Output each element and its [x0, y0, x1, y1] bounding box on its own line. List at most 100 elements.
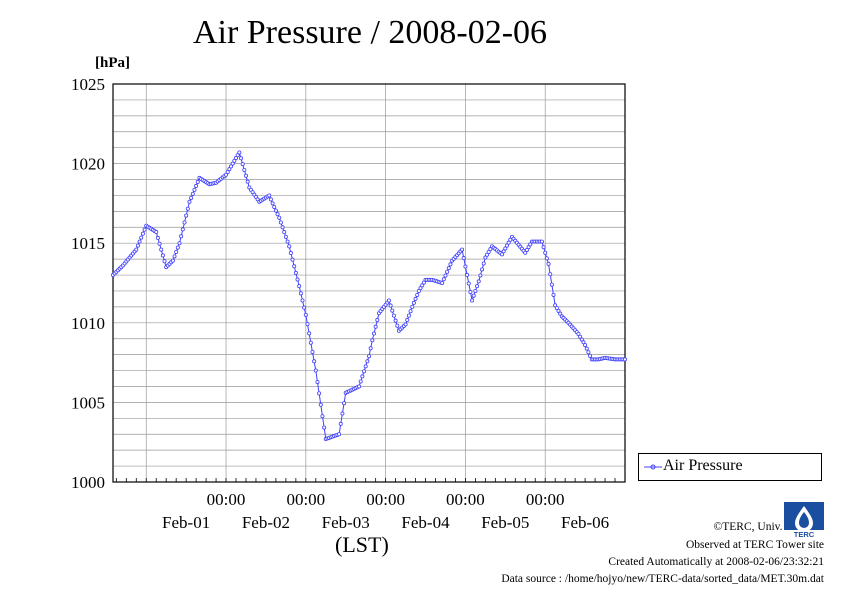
data-point — [245, 179, 250, 184]
data-point — [134, 247, 139, 252]
x-date-label: Feb-04 — [401, 513, 450, 532]
data-point — [418, 286, 423, 291]
data-point — [137, 239, 142, 244]
data-point — [556, 308, 561, 313]
data-point — [524, 247, 529, 252]
data-point — [175, 245, 180, 250]
legend: Air Pressure — [638, 453, 822, 481]
data-point — [363, 364, 368, 369]
data-point — [159, 247, 164, 252]
data-point — [139, 235, 144, 240]
data-point — [386, 298, 391, 303]
chart-title: Air Pressure / 2008-02-06 — [192, 14, 548, 51]
data-point — [280, 225, 285, 230]
y-axis-unit: [hPa] — [95, 55, 130, 71]
data-point — [446, 266, 451, 271]
data-point — [365, 359, 370, 364]
legend-marker-icon — [644, 464, 662, 470]
x-time-tick-label: 00:00 — [366, 490, 405, 509]
data-point — [470, 298, 475, 303]
data-point — [155, 235, 160, 240]
y-tick-label: 1015 — [71, 234, 105, 253]
data-point — [229, 164, 234, 169]
data-point — [192, 187, 197, 192]
data-point — [623, 357, 628, 362]
data-point — [388, 303, 393, 308]
data-point — [357, 384, 362, 389]
data-point — [445, 269, 450, 274]
data-point — [558, 311, 563, 316]
y-tick-label: 1010 — [71, 314, 105, 333]
data-point — [463, 264, 468, 269]
data-point — [338, 421, 343, 426]
data-point — [232, 158, 237, 163]
data-point — [448, 262, 453, 267]
x-date-label: Feb-05 — [481, 513, 529, 532]
data-point — [310, 349, 315, 354]
data-point — [581, 340, 586, 345]
data-point — [465, 273, 470, 278]
data-point — [554, 306, 559, 311]
data-point — [478, 273, 483, 278]
data-point — [366, 354, 371, 359]
data-point — [185, 206, 190, 211]
data-point — [160, 253, 165, 258]
data-point — [416, 288, 421, 293]
data-point — [288, 251, 293, 256]
data-point — [461, 256, 466, 261]
data-point — [406, 313, 411, 318]
x-time-tick-label: 00:00 — [526, 490, 565, 509]
data-point — [267, 193, 272, 198]
data-point — [370, 338, 375, 343]
data-point — [371, 331, 376, 336]
data-point — [184, 213, 189, 218]
data-point — [230, 161, 235, 166]
data-point — [237, 150, 242, 155]
data-point — [195, 179, 200, 184]
data-point — [440, 280, 445, 285]
data-point — [501, 249, 506, 254]
x-time-tick-label: 00:00 — [446, 490, 485, 509]
data-point — [481, 261, 486, 266]
data-point — [358, 379, 363, 384]
data-point — [135, 243, 140, 248]
terc-logo-icon: TERC — [784, 502, 824, 538]
data-point — [499, 252, 504, 257]
data-point — [290, 257, 295, 262]
data-point — [553, 303, 558, 308]
data-point — [295, 277, 300, 282]
data-point — [415, 292, 420, 297]
x-date-label: Feb-06 — [561, 513, 609, 532]
data-point — [337, 432, 342, 437]
data-point — [307, 331, 312, 336]
data-point — [305, 322, 310, 327]
data-point — [390, 308, 395, 313]
data-point — [504, 243, 509, 248]
data-point — [471, 293, 476, 298]
data-point — [403, 322, 408, 327]
data-point — [177, 241, 182, 246]
data-point — [413, 296, 418, 301]
data-point — [441, 277, 446, 282]
data-point — [410, 304, 415, 309]
data-point — [297, 284, 302, 289]
data-point — [506, 240, 511, 245]
data-point — [395, 323, 400, 328]
x-time-tick-label: 00:00 — [286, 490, 325, 509]
data-point — [225, 169, 230, 174]
data-point — [360, 374, 365, 379]
y-tick-label: 1025 — [71, 75, 105, 94]
data-point — [318, 402, 323, 407]
data-point — [272, 204, 277, 209]
data-point — [224, 172, 229, 177]
data-point — [238, 156, 243, 161]
data-point — [187, 199, 192, 204]
data-point — [285, 239, 290, 244]
data-point — [227, 167, 232, 172]
plot-frame — [112, 83, 626, 483]
data-point — [523, 250, 528, 255]
data-point — [375, 318, 380, 323]
data-point — [539, 239, 544, 244]
data-point — [317, 391, 322, 396]
